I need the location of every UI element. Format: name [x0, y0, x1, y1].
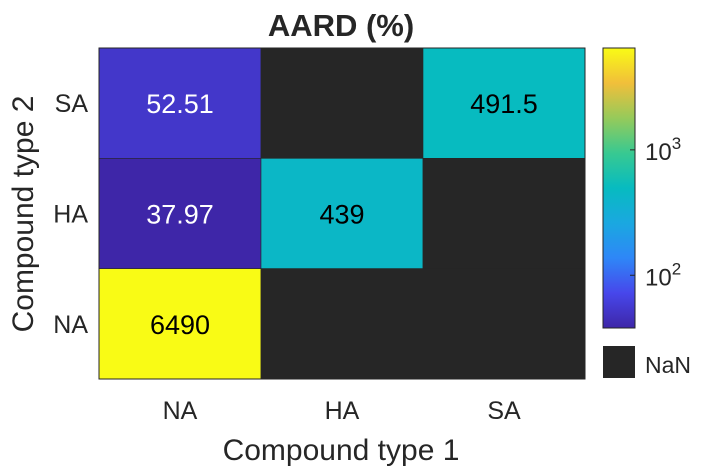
- colorbar-ticks: 102 103: [630, 134, 681, 291]
- y-tick-label: NA: [53, 311, 88, 339]
- nan-legend-label: NaN: [645, 352, 691, 378]
- heatmap-cell-ha-na: [260, 268, 424, 380]
- heatmap-cell-ha-ha: [260, 158, 424, 269]
- chart-title: AARD (%): [268, 8, 414, 43]
- y-tick-labels: SA HA NA: [53, 90, 88, 339]
- heatmap-cell-label: 37.97: [146, 200, 214, 230]
- plot-border: [98, 47, 586, 380]
- heatmap-cell-label: 6490: [150, 310, 210, 340]
- heatmap-cell-sa-na: [422, 268, 586, 380]
- heatmap-cell-na-ha: [98, 158, 262, 269]
- heatmap-cell-ha-sa: [260, 47, 424, 159]
- y-tick-label: HA: [53, 201, 88, 229]
- x-tick-label: NA: [163, 397, 198, 425]
- heatmap-cell-sa-ha: [422, 158, 586, 269]
- x-axis-label: Compound type 1: [223, 434, 460, 467]
- x-tick-label: HA: [325, 397, 360, 425]
- colorbar: [602, 47, 636, 329]
- colorbar-tick-label: 102: [645, 259, 681, 291]
- heatmap-cell-label: 491.5: [470, 89, 538, 119]
- nan-legend-swatch: [603, 346, 635, 378]
- heatmap-cell-label: 52.51: [146, 89, 214, 119]
- heatmap-cells: [98, 47, 586, 380]
- heatmap-cell-na-na: [98, 268, 262, 380]
- colorbar-tick-label: 103: [645, 134, 681, 166]
- heatmap-cell-na-sa: [98, 47, 262, 159]
- y-tick-label: SA: [55, 90, 89, 118]
- x-tick-label: SA: [487, 397, 521, 425]
- heatmap-cell-label: 439: [319, 200, 364, 230]
- heatmap-cell-labels: 52.51 491.5 37.97 439 6490: [146, 89, 538, 340]
- y-axis-label: Compound type 2: [7, 96, 40, 333]
- x-tick-labels: NA HA SA: [163, 397, 521, 425]
